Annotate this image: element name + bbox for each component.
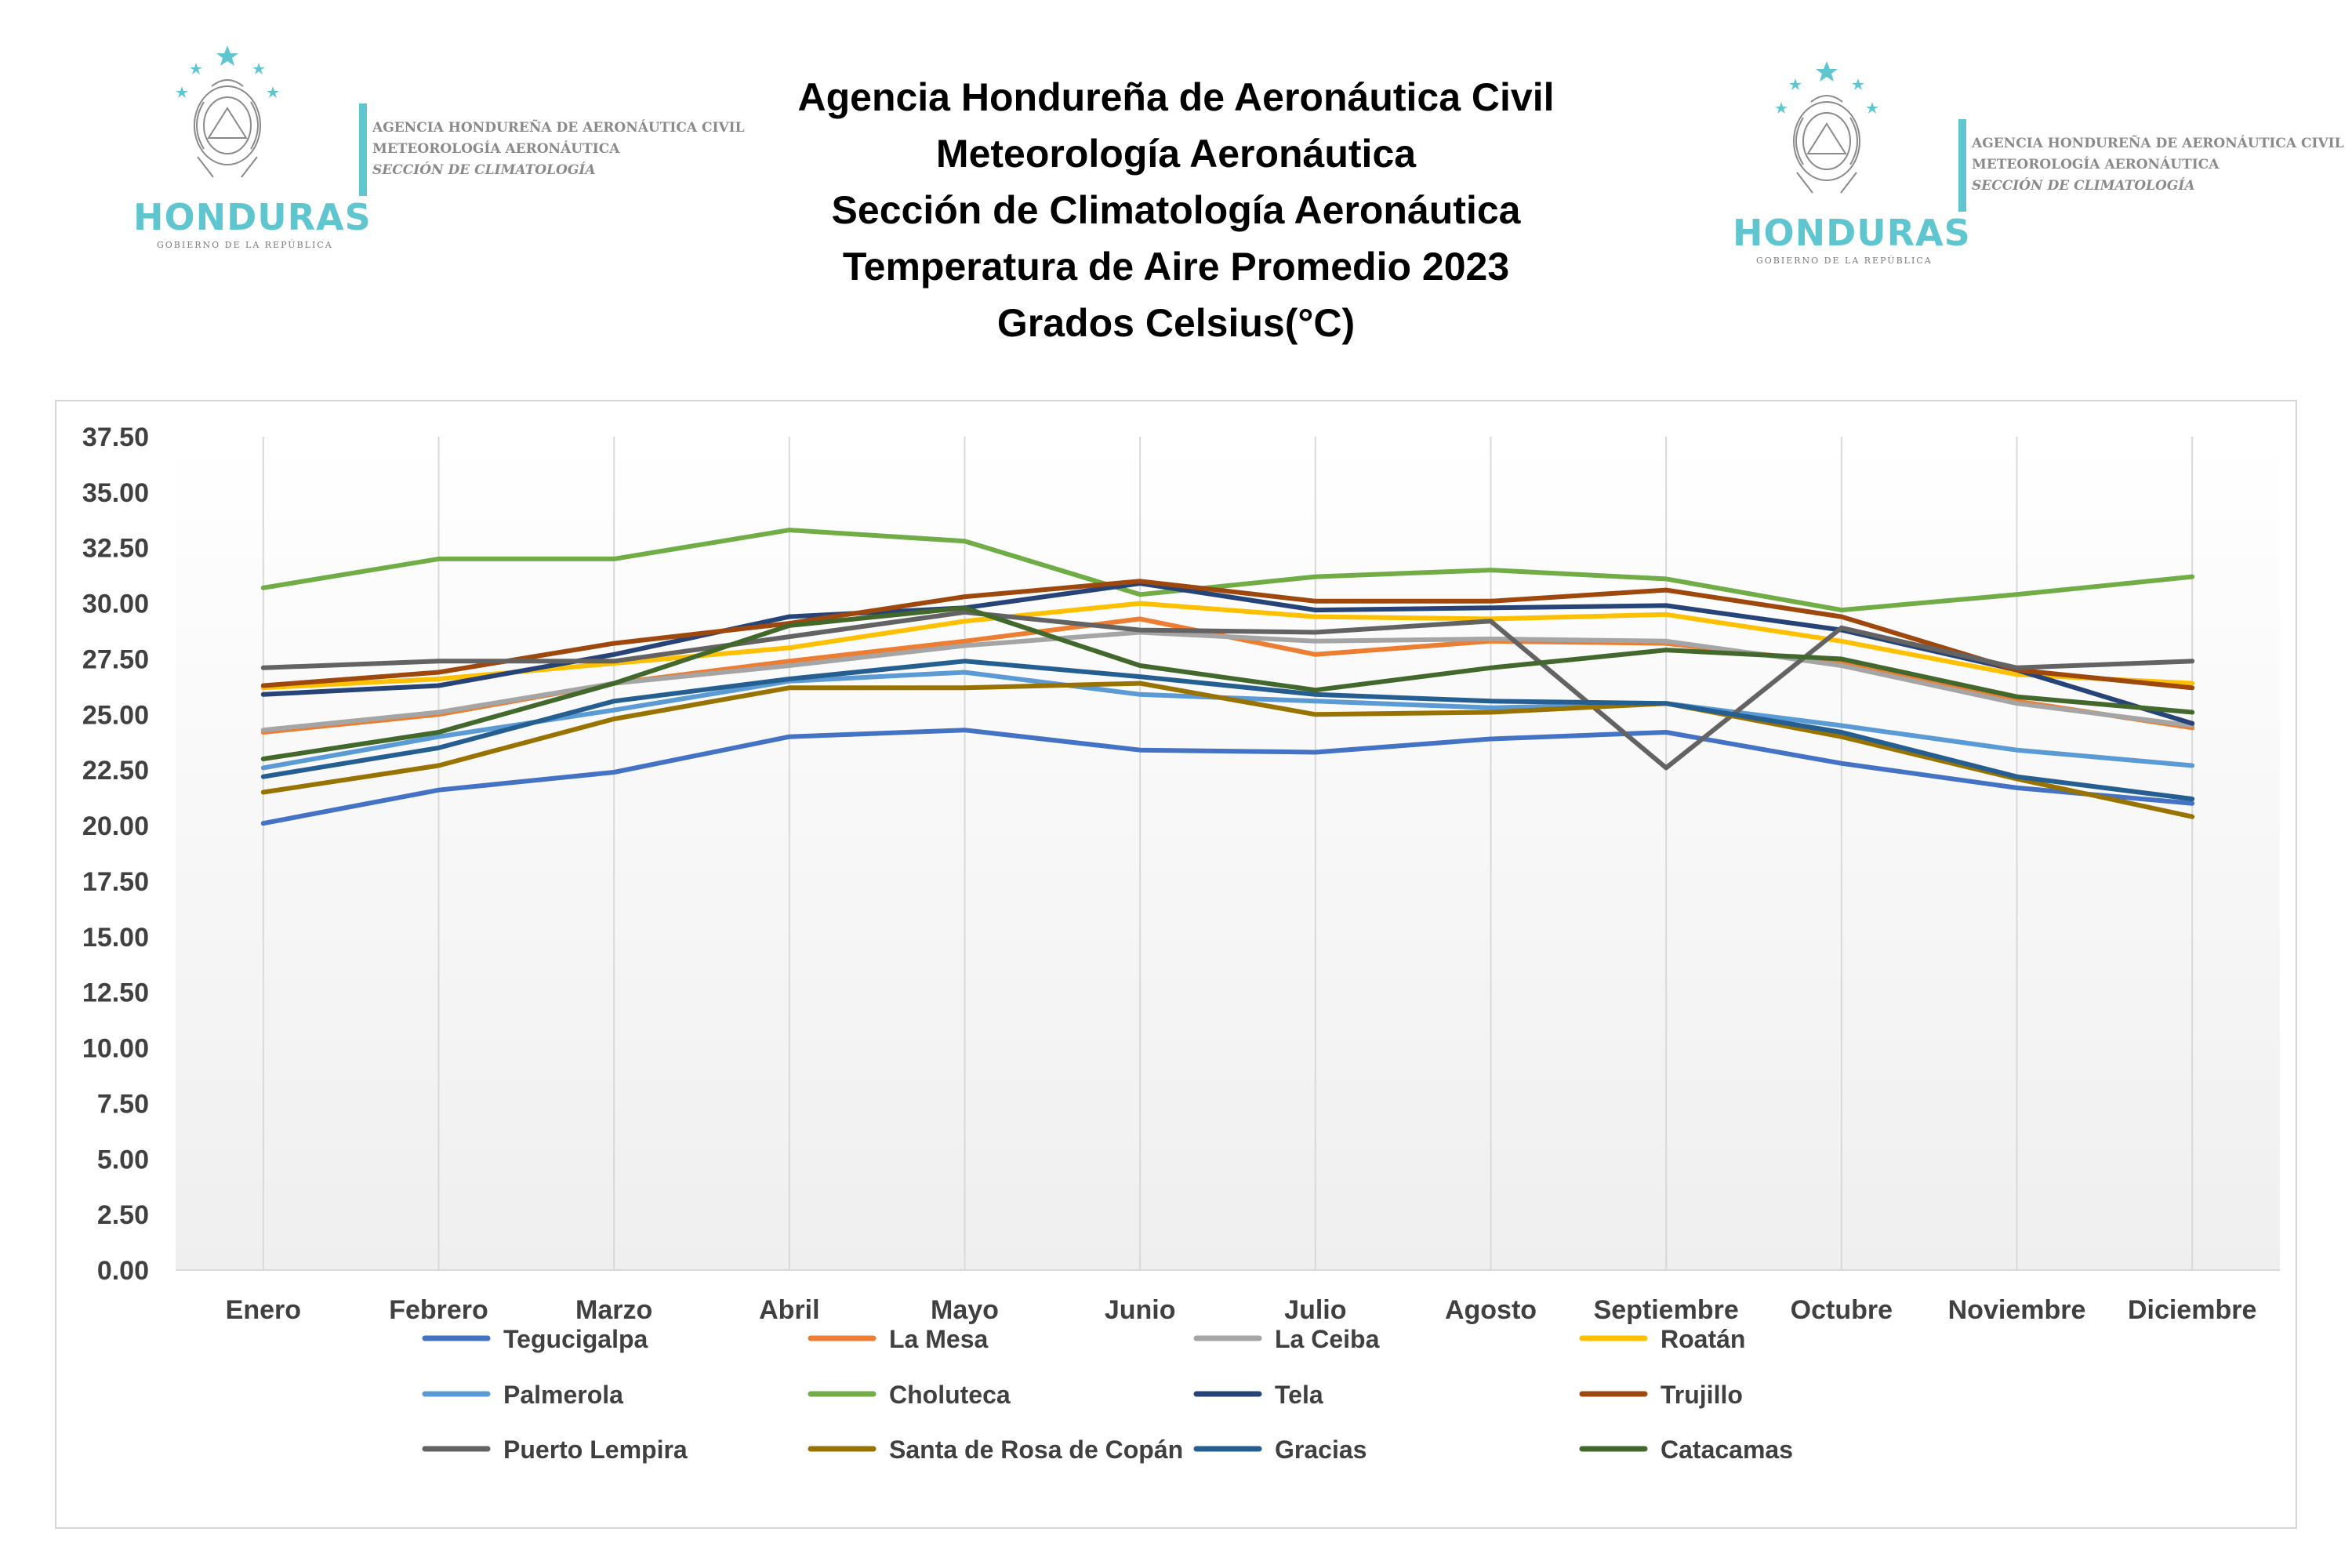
y-tick-label: 2.50 <box>97 1200 149 1230</box>
y-tick-label: 35.00 <box>82 478 149 508</box>
series-lines <box>260 528 2195 826</box>
y-axis: 0.00 2.50 5.00 7.50 10.00 12.50 15.00 17.50 20.0… <box>82 423 149 1286</box>
y-tick-label: 20.00 <box>82 811 149 841</box>
brand-divider <box>1958 119 1966 212</box>
agency-department: METEOROLOGÍA AERONÁUTICA <box>372 141 620 157</box>
line-chart: 0.00 2.50 5.00 7.50 10.00 12.50 15.00 17.50 20.0… <box>82 423 2280 1464</box>
series-line <box>260 681 2195 819</box>
legend-label: Choluteca <box>889 1381 1011 1409</box>
agency-name: AGENCIA HONDUREÑA DE AERONÁUTICA CIVIL <box>1972 136 2344 151</box>
series-line <box>260 609 2195 771</box>
series-line <box>260 528 2195 613</box>
agency-department: METEOROLOGÍA AERONÁUTICA <box>1972 157 2220 172</box>
agency-text-block: AGENCIA HONDUREÑA DE AERONÁUTICA CIVIL M… <box>372 118 745 181</box>
chart-area: 0.00 2.50 5.00 7.50 10.00 12.50 15.00 17.50 20.0… <box>55 400 2297 1529</box>
y-tick-label: 0.00 <box>97 1256 149 1286</box>
legend-label: La Mesa <box>889 1325 988 1353</box>
x-tick-label: Septiembre <box>1594 1295 1739 1325</box>
y-tick-label: 22.50 <box>82 756 149 786</box>
title-line-agency: Agencia Hondureña de Aeronáutica Civil <box>797 75 1555 119</box>
legend-label: Santa de Rosa de Copán <box>889 1436 1183 1464</box>
logo-right: HONDURAS GOBIERNO DE LA REPÚBLICA AGENCI… <box>1733 55 2352 282</box>
legend-label: Tela <box>1275 1381 1323 1409</box>
coat-of-arms-icon <box>1775 61 1878 194</box>
x-tick-label: Junio <box>1105 1295 1176 1325</box>
chart-units: Grados Celsius(°C) <box>996 301 1356 345</box>
agency-section: SECCIÓN DE CLIMATOLOGÍA <box>1972 178 2195 194</box>
legend-label: Gracias <box>1275 1436 1367 1464</box>
y-tick-label: 15.00 <box>82 923 149 953</box>
agency-name: AGENCIA HONDUREÑA DE AERONÁUTICA CIVIL <box>372 120 745 136</box>
legend-label: Palmerola <box>503 1381 623 1409</box>
brand-divider <box>359 103 367 196</box>
x-tick-label: Mayo <box>931 1295 999 1325</box>
plot-background <box>176 437 2280 1270</box>
y-tick-label: 27.50 <box>82 644 149 674</box>
series-line <box>260 579 2195 691</box>
legend-label: Puerto Lempira <box>503 1436 688 1464</box>
page-title: Agencia Hondureña de Aeronáutica Civil M… <box>706 69 1646 351</box>
honduras-brand-text: HONDURAS <box>133 196 372 238</box>
legend-label: Trujillo <box>1661 1381 1743 1409</box>
y-tick-label: 10.00 <box>82 1034 149 1064</box>
legend: Tegucigalpa La Mesa La Ceiba Roatán Palmerol… <box>422 1325 1793 1464</box>
x-tick-label: Octubre <box>1791 1295 1893 1325</box>
x-tick-label: Marzo <box>575 1295 652 1325</box>
brand-subtitle: GOBIERNO DE LA REPÚBLICA <box>157 240 333 250</box>
y-tick-label: 12.50 <box>82 978 149 1008</box>
legend-label: Roatán <box>1661 1325 1745 1353</box>
series-line <box>260 630 2195 733</box>
chart-title: Temperatura de Aire Promedio 2023 <box>842 245 1510 289</box>
x-axis: Enero Febrero Marzo Abril Mayo Junio Julio Agos… <box>226 1295 2257 1325</box>
x-tick-label: Febrero <box>389 1295 488 1325</box>
legend-label: Catacamas <box>1661 1436 1793 1464</box>
honduras-brand-text: HONDURAS <box>1733 212 1971 254</box>
y-tick-label: 7.50 <box>97 1089 149 1119</box>
x-tick-label: Noviembre <box>1948 1295 2086 1325</box>
x-tick-label: Diciembre <box>2128 1295 2256 1325</box>
logo-left: HONDURAS GOBIERNO DE LA REPÚBLICA AGENCI… <box>133 39 760 267</box>
legend-label: Tegucigalpa <box>503 1325 648 1353</box>
title-line-department: Meteorología Aeronáutica <box>935 132 1417 176</box>
x-tick-label: Enero <box>226 1295 301 1325</box>
agency-text-block: AGENCIA HONDUREÑA DE AERONÁUTICA CIVIL M… <box>1972 133 2344 197</box>
y-tick-label: 30.00 <box>82 590 149 619</box>
y-tick-label: 32.50 <box>82 534 149 564</box>
series-line <box>260 728 2195 826</box>
y-tick-label: 17.50 <box>82 867 149 897</box>
y-tick-label: 25.00 <box>82 700 149 730</box>
brand-subtitle: GOBIERNO DE LA REPÚBLICA <box>1756 256 1933 266</box>
x-tick-label: Agosto <box>1445 1295 1537 1325</box>
series-line <box>260 659 2195 802</box>
legend-label: La Ceiba <box>1275 1325 1380 1353</box>
y-tick-label: 5.00 <box>97 1145 149 1174</box>
title-line-section: Sección de Climatología Aeronáutica <box>831 188 1521 232</box>
y-tick-label: 37.50 <box>82 423 149 452</box>
x-tick-label: Julio <box>1284 1295 1346 1325</box>
x-tick-label: Abril <box>759 1295 819 1325</box>
series-line <box>260 605 2195 761</box>
agency-section: SECCIÓN DE CLIMATOLOGÍA <box>372 162 596 178</box>
coat-of-arms-icon <box>176 45 279 178</box>
series-line <box>260 601 2195 691</box>
